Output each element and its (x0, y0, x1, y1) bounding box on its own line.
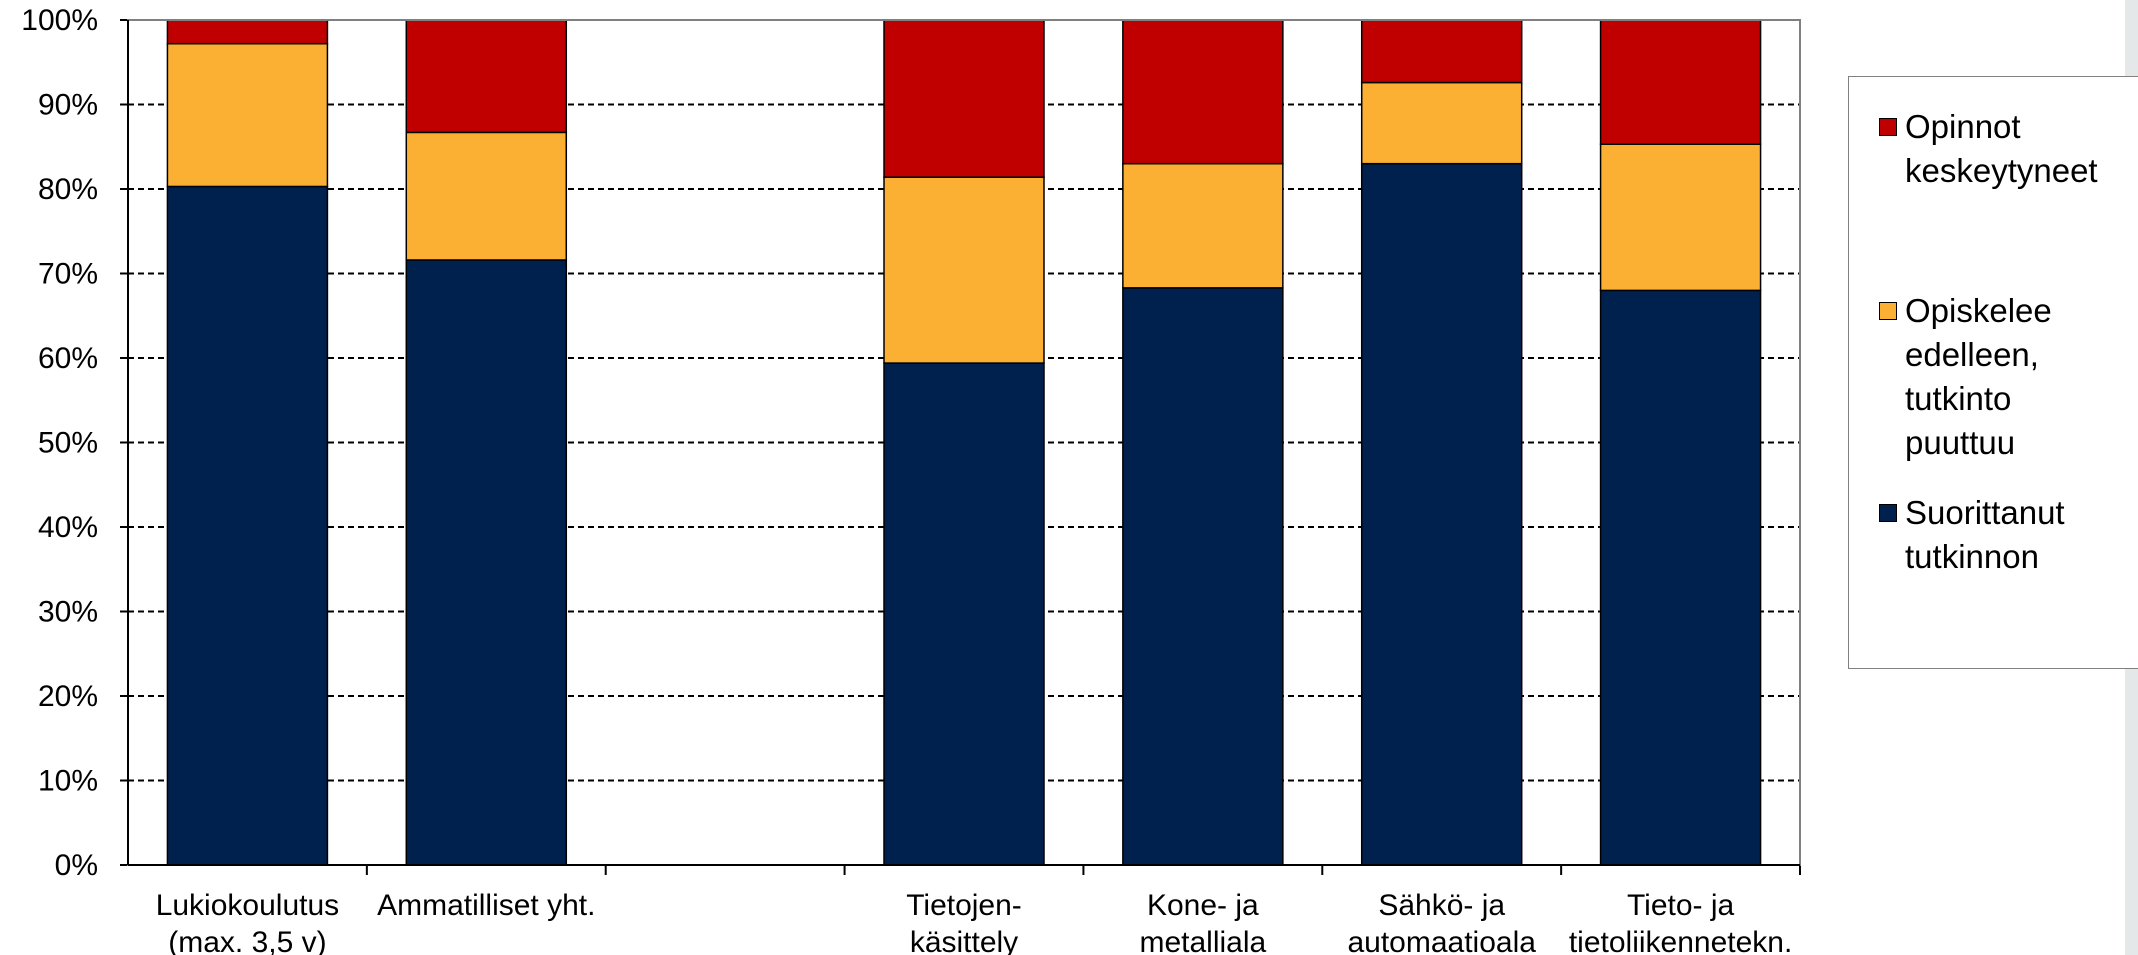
bars (166, 19, 1762, 866)
y-tick-label: 10% (38, 765, 98, 798)
legend-label-opiskelee: Opiskelee edelleen, tutkinto puuttuu (1905, 292, 2052, 461)
y-tick-label: 80% (38, 173, 98, 206)
y-tick-labels: 0% 10% 20% 30% 40% 50% 60% 70% 80% 90% 100% (21, 4, 98, 882)
category-label: automaatioala (1347, 926, 1536, 955)
y-tick-label: 50% (38, 427, 98, 460)
category-labels: Lukiokoulutus (max. 3,5 v) Ammatilliset yh… (156, 889, 1793, 955)
legend: Opinnot keskeytyneet Opiskelee edelleen,… (1848, 76, 2138, 669)
y-tick-label: 0% (55, 849, 98, 882)
category-label: Ammatilliset yht. (377, 889, 595, 922)
legend-swatch-opiskelee (1879, 302, 1897, 320)
legend-item-suorittanut: Suorittanut tutkinnon (1879, 491, 2065, 579)
y-tick-label: 20% (38, 680, 98, 713)
legend-label-keskeytyneet: Opinnot keskeytyneet (1905, 108, 2098, 189)
y-tick-label: 60% (38, 342, 98, 375)
bar-segment (1599, 143, 1762, 292)
y-tick-label: 100% (21, 4, 98, 37)
bar-segment (883, 176, 1045, 364)
bar-segment (883, 362, 1045, 866)
category-label: Tietojen- (906, 889, 1022, 922)
bar-segment (1360, 19, 1523, 84)
y-tick-label: 70% (38, 258, 98, 291)
axes (120, 19, 1801, 875)
bar-segment (405, 19, 568, 134)
bar-segment (405, 259, 568, 866)
bar-segment (1122, 19, 1284, 165)
category-label: Tieto- ja (1627, 889, 1735, 922)
bar-segment (166, 185, 329, 866)
y-tick-label: 40% (38, 511, 98, 544)
bar-segment (1122, 287, 1284, 866)
y-tick-label: 90% (38, 89, 98, 122)
category-label: käsittely (910, 926, 1018, 955)
y-tick-label: 30% (38, 596, 98, 629)
legend-swatch-suorittanut (1879, 504, 1897, 522)
category-label: (max. 3,5 v) (168, 926, 326, 955)
bar-segment (1122, 162, 1284, 289)
bar-segment (883, 19, 1045, 178)
legend-item-opiskelee: Opiskelee edelleen, tutkinto puuttuu (1879, 289, 2052, 465)
category-label: Kone- ja (1147, 889, 1259, 922)
category-label: Sähkö- ja (1378, 889, 1505, 922)
bar-segment (405, 131, 568, 261)
legend-swatch-keskeytyneet (1879, 118, 1897, 136)
category-label: metalliala (1139, 926, 1266, 955)
bar-segment (166, 19, 329, 45)
bar-segment (1599, 289, 1762, 866)
legend-item-keskeytyneet: Opinnot keskeytyneet (1879, 105, 2098, 193)
category-label: tietoliikennetekn. (1569, 926, 1792, 955)
legend-label-suorittanut: Suorittanut tutkinnon (1905, 494, 2065, 575)
bar-segment (1360, 81, 1523, 165)
bar-segment (1599, 19, 1762, 145)
bar-segment (1360, 162, 1523, 866)
category-label: Lukiokoulutus (156, 889, 339, 922)
bar-segment (166, 42, 329, 188)
